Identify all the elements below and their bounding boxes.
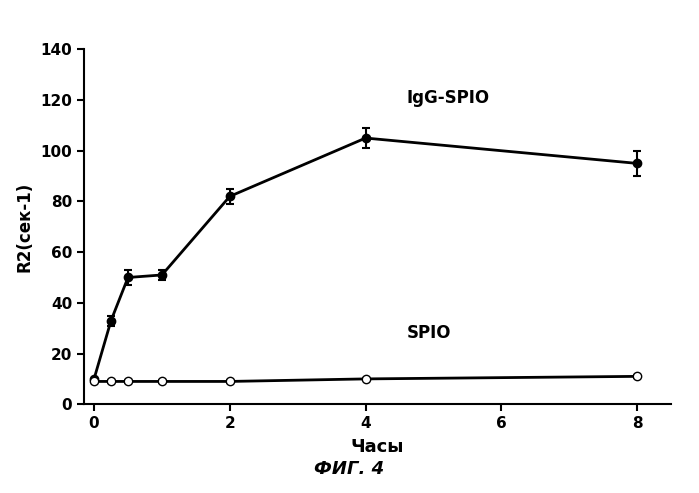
X-axis label: Часы: Часы [351, 438, 404, 456]
Text: SPIO: SPIO [406, 324, 451, 342]
Text: ФИГ. 4: ФИГ. 4 [315, 460, 384, 478]
Text: IgG-SPIO: IgG-SPIO [406, 89, 489, 106]
Y-axis label: R2(сек-1): R2(сек-1) [15, 181, 34, 272]
